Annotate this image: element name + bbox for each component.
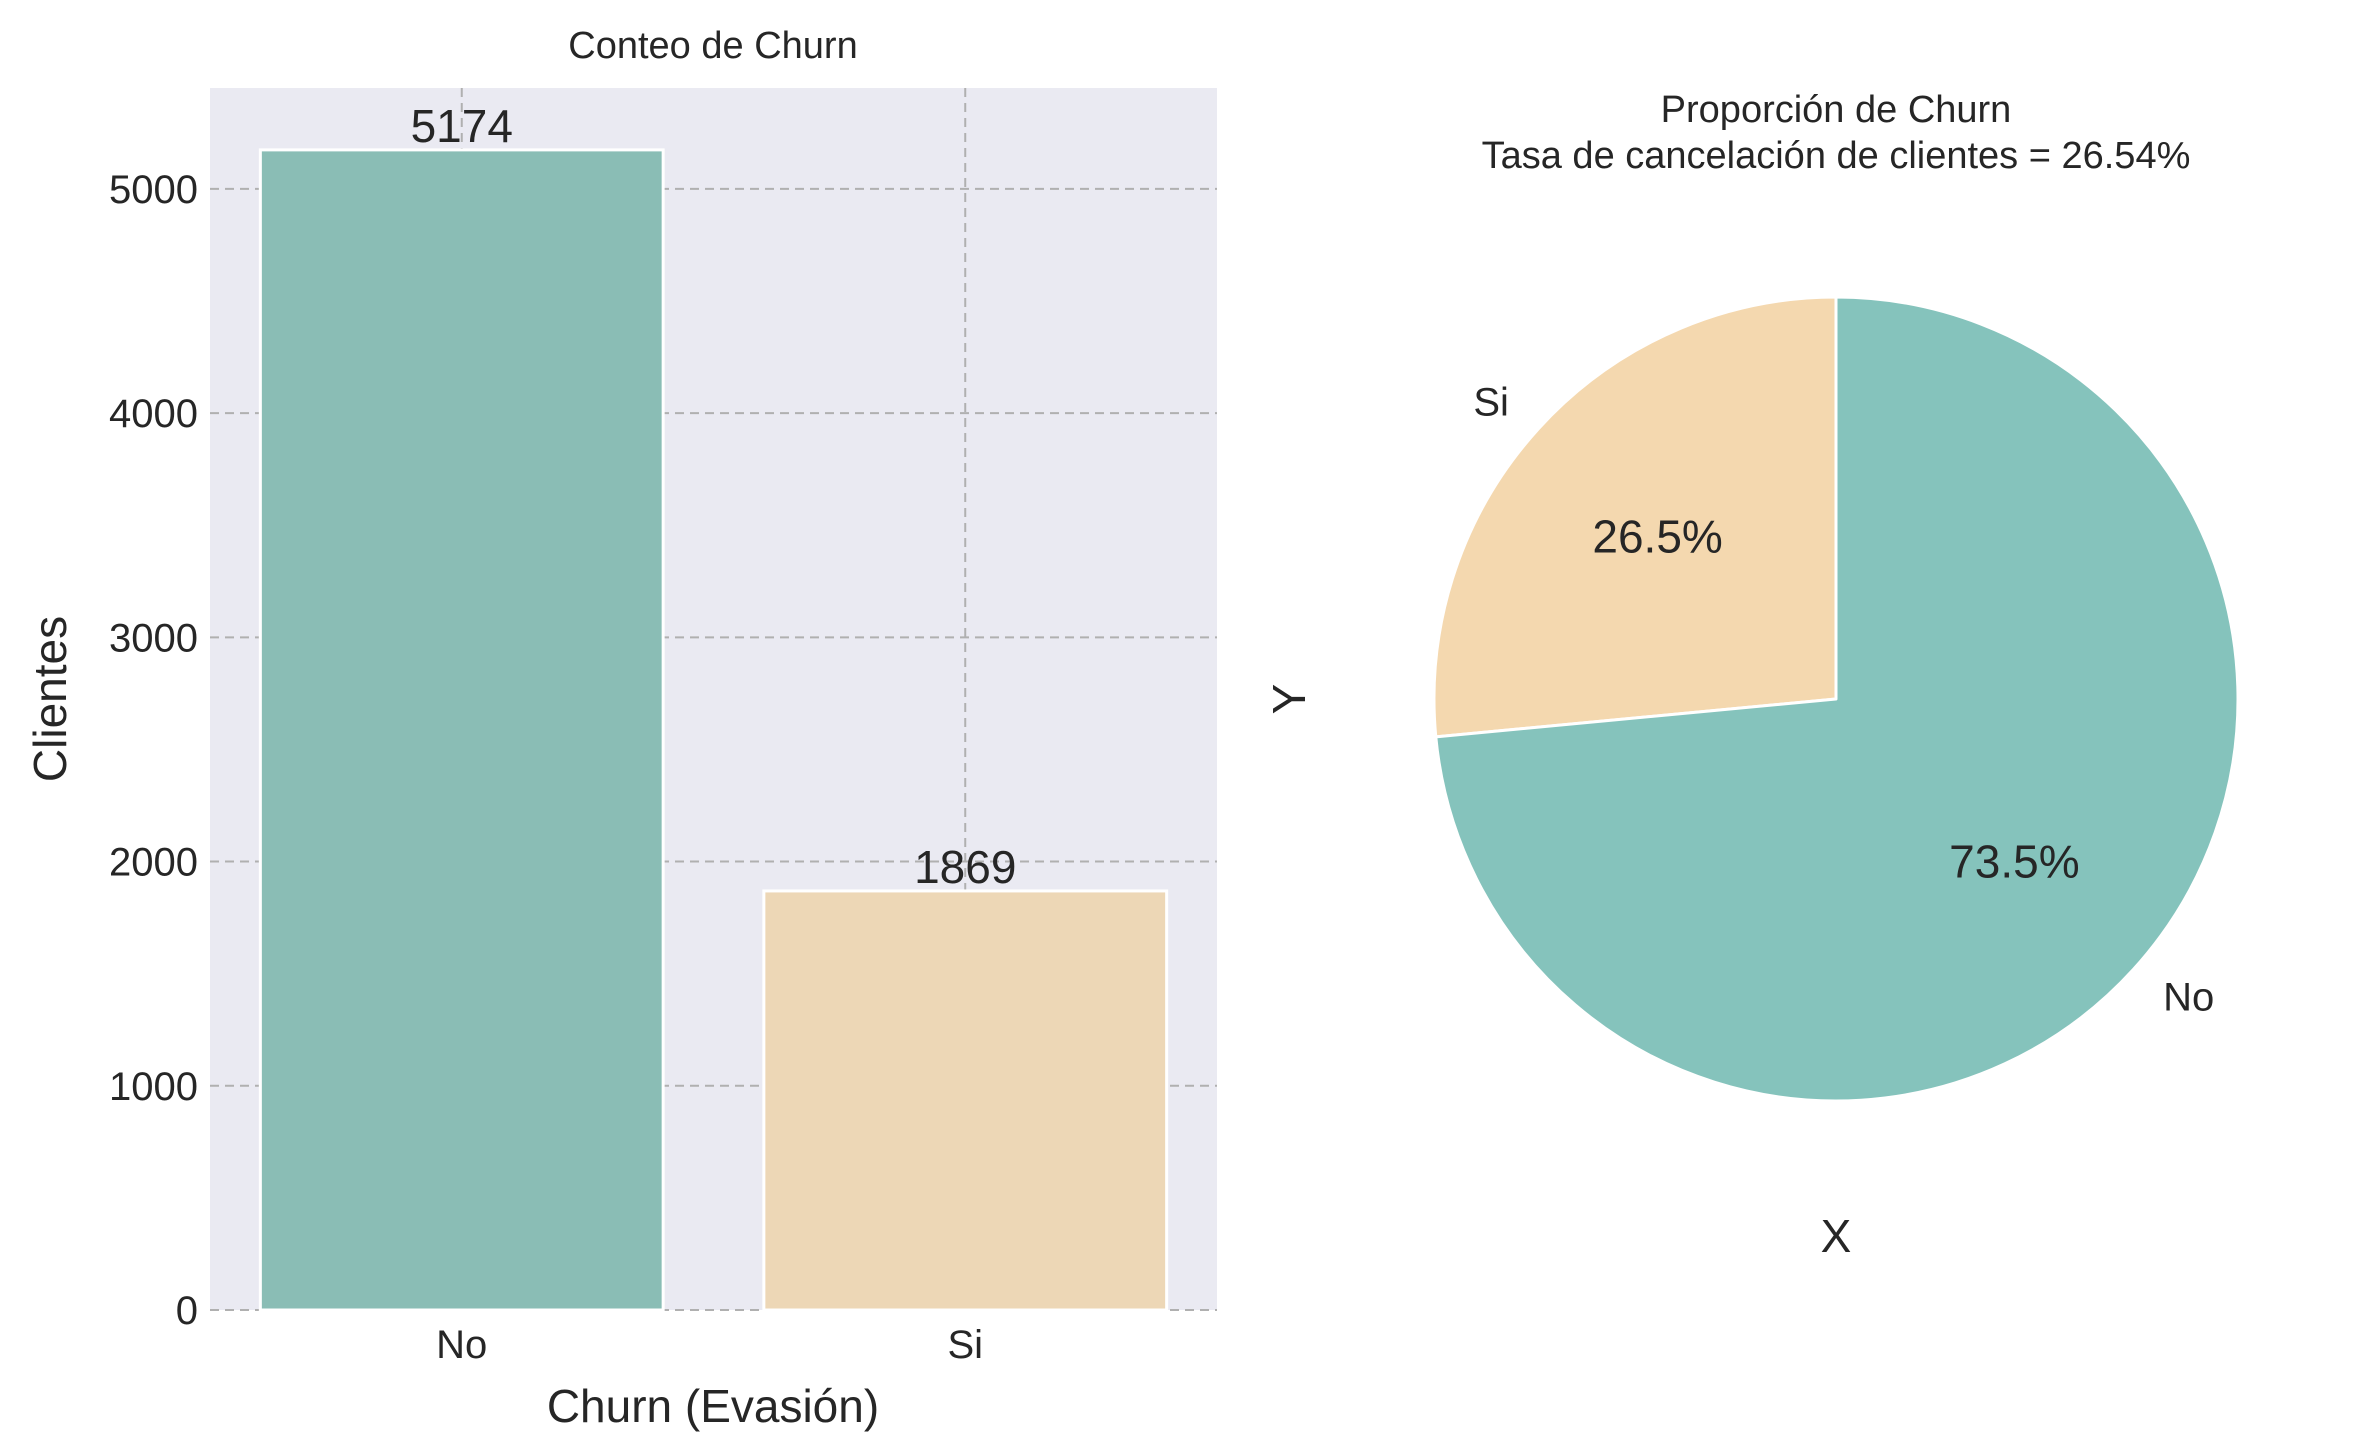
bar-x-axis-label: Churn (Evasión) xyxy=(547,1380,879,1432)
bar-value-label: 5174 xyxy=(411,100,513,152)
pie-marks: No 73.5% Si 26.5% xyxy=(1432,295,2240,1103)
pie-title-line1: Proporción de Churn xyxy=(1661,89,2012,131)
pie-title-line2: Tasa de cancelación de clientes = 26.54% xyxy=(1482,135,2191,177)
bar-chart: 5174 1869 0 1000 2000 3000 4000 5000 No Si Conte… xyxy=(24,25,1217,1432)
bar-y-tick-label: 0 xyxy=(176,1289,198,1333)
pie-percent-label: 73.5% xyxy=(1949,835,2079,887)
pie-chart: Proporción de Churn Tasa de cancelación … xyxy=(1263,89,2240,1262)
pie-slice-label: No xyxy=(2163,976,2214,1020)
bar-y-tick-label: 2000 xyxy=(109,841,198,885)
bar-y-tick-label: 1000 xyxy=(109,1065,198,1109)
bar-chart-title: Conteo de Churn xyxy=(568,25,857,67)
bar-si xyxy=(762,889,1169,1312)
bar-marks: 5174 1869 xyxy=(258,100,1169,1312)
bar-ticks: 0 1000 2000 3000 4000 5000 No Si xyxy=(109,168,983,1367)
pie-slice-si xyxy=(1432,295,1838,739)
bar-y-tick-label: 3000 xyxy=(109,616,198,660)
bar-y-tick-label: 5000 xyxy=(109,168,198,212)
bar-x-tick-label: Si xyxy=(947,1323,983,1367)
pie-slice-no xyxy=(1434,295,2240,1103)
pie-y-axis-label: Y xyxy=(1263,684,1315,715)
bar-x-tick-label: No xyxy=(436,1323,487,1367)
bar-value-label: 1869 xyxy=(914,841,1016,893)
pie-slice-label: Si xyxy=(1473,380,1509,424)
bar-y-tick-label: 4000 xyxy=(109,392,198,436)
bar-no xyxy=(258,148,665,1312)
bar-y-axis-label: Clientes xyxy=(24,616,76,782)
pie-x-axis-label: X xyxy=(1821,1210,1852,1262)
pie-percent-label: 26.5% xyxy=(1592,511,1722,563)
